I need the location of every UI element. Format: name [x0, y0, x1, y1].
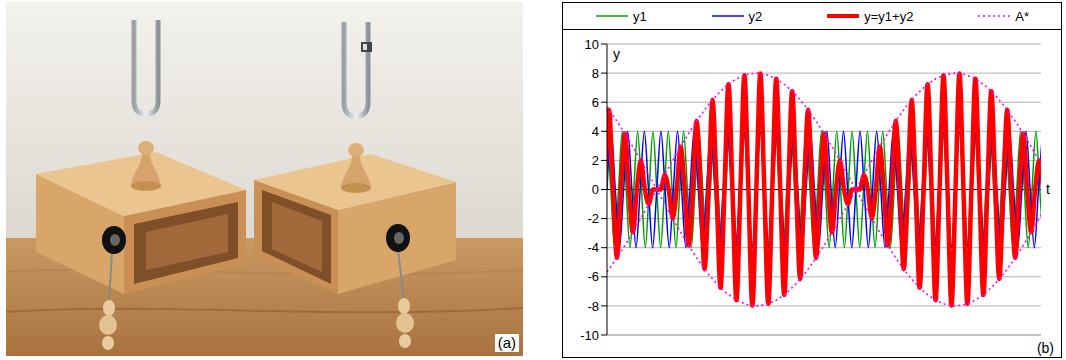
svg-text:0: 0: [592, 182, 599, 197]
svg-text:-8: -8: [587, 299, 599, 314]
html-text:A*: A*: [1015, 8, 1029, 24]
html-text:y: y: [613, 46, 620, 62]
svg-text:-10: -10: [580, 328, 599, 343]
html-text:(a): (a): [497, 334, 516, 351]
svg-text:-6: -6: [587, 269, 599, 284]
html-text:y1: y1: [633, 8, 647, 24]
svg-text:t: t: [1046, 181, 1050, 197]
svg-text:6: 6: [592, 95, 599, 110]
html-text:y=y1+y2: y=y1+y2: [864, 8, 914, 24]
svg-text:8: 8: [592, 66, 599, 81]
html-text:y2: y2: [748, 8, 763, 24]
html-text:(b): (b): [1036, 340, 1054, 356]
svg-text:4: 4: [592, 124, 599, 139]
svg-text:2: 2: [592, 153, 599, 168]
svg-text:-2: -2: [587, 211, 599, 226]
svg-text:10: 10: [585, 37, 599, 52]
svg-text:-4: -4: [587, 240, 599, 255]
